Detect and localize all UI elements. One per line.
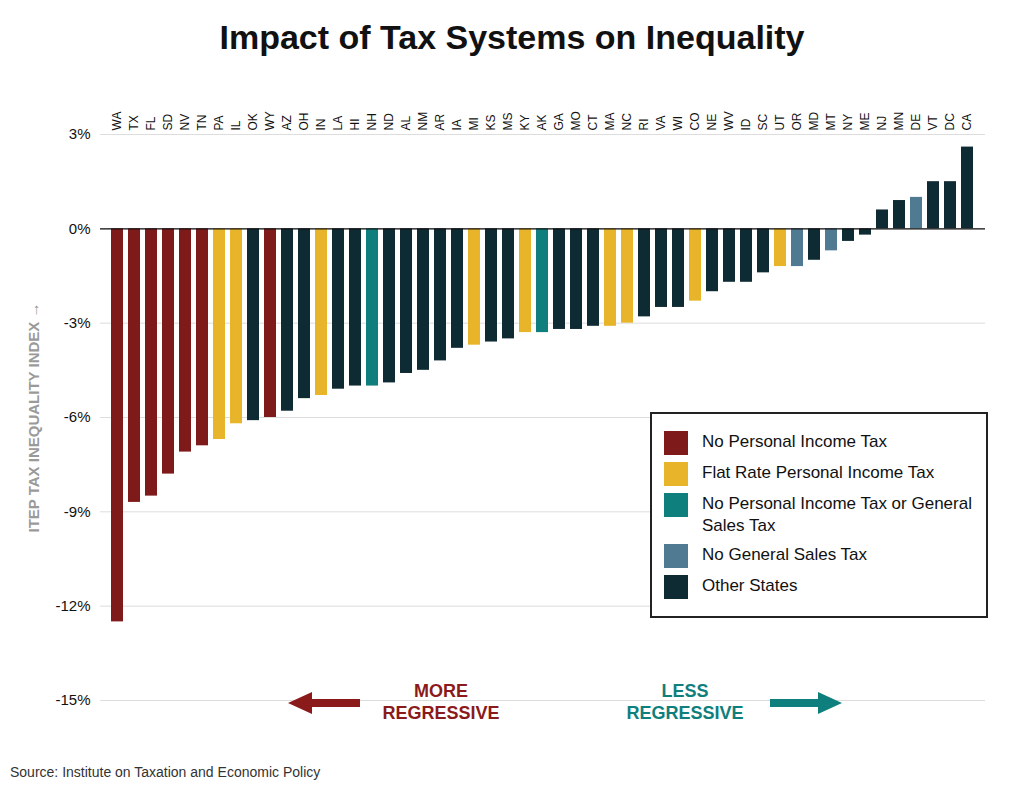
svg-text:NH: NH <box>365 113 379 130</box>
svg-text:NV: NV <box>178 114 192 131</box>
svg-text:MD: MD <box>807 112 821 131</box>
svg-text:NJ: NJ <box>875 116 889 131</box>
svg-text:AR: AR <box>433 113 447 130</box>
svg-text:WY: WY <box>263 111 277 130</box>
html-text:No Personal Income Tax or Gene: No Personal Income Tax or General Sales … <box>702 494 972 535</box>
svg-text:MI: MI <box>467 117 481 130</box>
svg-text:ME: ME <box>858 113 872 131</box>
svg-text:WI: WI <box>671 116 685 131</box>
svg-text:LA: LA <box>331 116 345 131</box>
html-text:LESS REGRESSIVE: LESS REGRESSIVE <box>626 681 744 723</box>
html-text:Source: Institute on Taxation: Source: Institute on Taxation and Econom… <box>10 764 321 780</box>
svg-text:OH: OH <box>297 113 311 131</box>
svg-text:KS: KS <box>484 114 498 130</box>
svg-text:-9%: -9% <box>64 503 91 520</box>
svg-text:-12%: -12% <box>55 597 90 614</box>
svg-text:PA: PA <box>212 115 226 130</box>
svg-text:IL: IL <box>229 120 243 130</box>
svg-text:TX: TX <box>127 115 141 130</box>
svg-text:FL: FL <box>144 116 158 130</box>
svg-text:DC: DC <box>943 113 957 131</box>
svg-text:VA: VA <box>654 115 668 130</box>
svg-text:GA: GA <box>552 113 566 130</box>
svg-text:ID: ID <box>739 118 753 130</box>
svg-text:WV: WV <box>722 111 736 130</box>
svg-text:SD: SD <box>161 113 175 130</box>
svg-text:MA: MA <box>603 113 617 131</box>
svg-text:IN: IN <box>314 119 328 131</box>
svg-text:DE: DE <box>909 114 923 131</box>
svg-text:IA: IA <box>450 119 464 130</box>
svg-text:OR: OR <box>790 112 804 130</box>
html-text:Impact of Tax Systems on Inequ: Impact of Tax Systems on Inequality <box>219 18 805 56</box>
svg-text:MN: MN <box>892 112 906 131</box>
svg-text:CT: CT <box>586 114 600 131</box>
svg-text:NY: NY <box>841 114 855 131</box>
svg-text:NM: NM <box>416 112 430 131</box>
svg-text:AL: AL <box>399 115 413 130</box>
svg-text:KY: KY <box>518 114 532 130</box>
svg-text:UT: UT <box>773 114 787 131</box>
svg-text:SC: SC <box>756 113 770 130</box>
svg-text:ITEP TAX INEQUALITY INDEX →: ITEP TAX INEQUALITY INDEX → <box>25 302 42 532</box>
svg-text:ND: ND <box>382 113 396 131</box>
html-text:MORE REGRESSIVE: MORE REGRESSIVE <box>382 681 500 723</box>
svg-text:OK: OK <box>246 113 260 130</box>
svg-text:AZ: AZ <box>280 115 294 130</box>
svg-text:NE: NE <box>705 114 719 131</box>
svg-text:CO: CO <box>688 113 702 131</box>
html-text:Other States: Other States <box>702 576 798 595</box>
svg-text:HI: HI <box>348 119 362 131</box>
html-text:Flat Rate Personal Income Tax: Flat Rate Personal Income Tax <box>702 463 935 482</box>
svg-text:VT: VT <box>926 114 940 130</box>
svg-text:0%: 0% <box>69 220 91 237</box>
svg-text:MS: MS <box>501 113 515 131</box>
svg-text:WA: WA <box>110 112 124 131</box>
svg-text:NC: NC <box>620 113 634 131</box>
svg-text:TN: TN <box>195 115 209 131</box>
svg-text:MT: MT <box>824 113 838 131</box>
html-text:No General Sales Tax: No General Sales Tax <box>702 545 868 564</box>
svg-text:-15%: -15% <box>55 691 90 708</box>
svg-text:AK: AK <box>535 114 549 130</box>
html-text:No Personal Income Tax: No Personal Income Tax <box>702 432 887 451</box>
svg-text:RI: RI <box>637 119 651 131</box>
svg-text:-3%: -3% <box>64 314 91 331</box>
svg-text:-6%: -6% <box>64 408 91 425</box>
svg-text:CA: CA <box>960 114 974 131</box>
svg-text:3%: 3% <box>69 125 91 142</box>
svg-text:MO: MO <box>569 111 583 130</box>
